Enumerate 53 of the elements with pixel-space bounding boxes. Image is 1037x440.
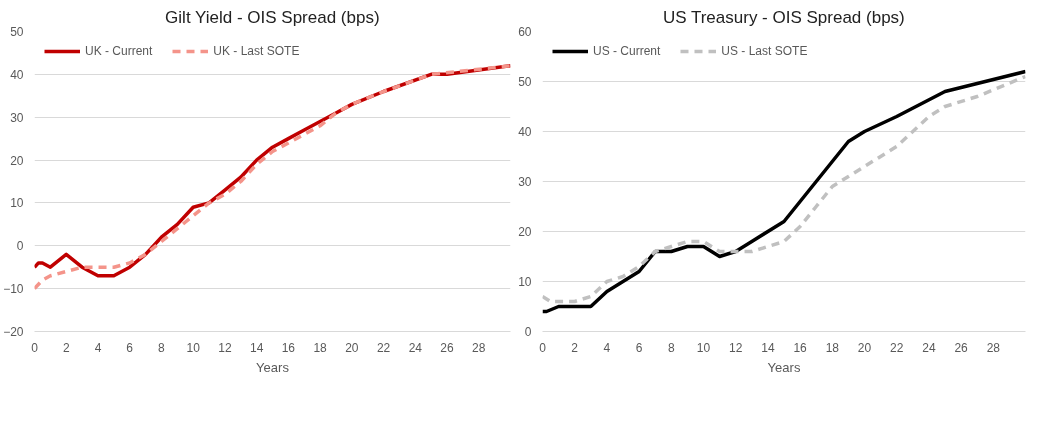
x-tick-label: 8 [158,340,166,355]
x-tick-label: 2 [62,340,70,355]
legend-label: UK - Current [85,44,153,58]
x-tick-label: 28 [986,340,1001,355]
x-tick-label: 2 [571,340,579,355]
y-tick-label: 30 [10,110,24,125]
y-tick-label: 10 [10,196,24,211]
y-tick-label: 20 [10,153,24,168]
y-tick-label: 20 [518,225,532,239]
x-tick-label: 8 [667,340,675,355]
y-tick-label: 40 [10,67,24,82]
x-tick-label: 22 [376,340,391,355]
x-tick-label: 10 [696,340,711,355]
x-tick-label: 0 [31,340,39,355]
legend-label: US - Last SOTE [721,44,808,58]
x-tick-label: 20 [857,340,872,355]
y-tick-label: 10 [518,275,532,289]
y-tick-label: 30 [518,175,532,189]
x-tick-label: 18 [825,340,840,355]
y-tick-label: 50 [10,25,24,39]
chart-title: US Treasury - OIS Spread (bps) [662,7,905,27]
x-tick-label: 6 [635,340,643,355]
x-tick-label: 16 [793,340,808,355]
legend-label: US - Current [593,44,661,58]
chart-title: Gilt Yield - OIS Spread (bps) [165,7,380,27]
y-tick-label: −20 [3,325,24,339]
x-tick-label: 12 [218,340,232,355]
x-tick-label: 4 [94,340,102,355]
x-tick-label: 4 [603,340,611,355]
x-tick-label: 18 [313,340,328,355]
y-tick-label: 0 [16,239,24,254]
x-tick-label: 14 [761,340,775,355]
x-axis-title: Years [256,359,290,375]
x-tick-label: 24 [922,340,936,355]
x-tick-label: 22 [890,340,904,355]
x-tick-label: 6 [126,340,134,355]
x-tick-label: 26 [440,340,455,355]
x-tick-label: 10 [186,340,201,355]
y-tick-label: 0 [524,325,532,339]
x-tick-label: 20 [345,340,359,355]
x-tick-label: 24 [408,340,423,355]
x-tick-label: 26 [954,340,969,355]
x-axis-title: Years [767,359,801,375]
x-tick-label: 28 [472,340,486,355]
y-tick-label: 60 [518,25,532,39]
x-tick-label: 12 [729,340,743,355]
y-tick-label: −10 [3,282,24,297]
y-tick-label: 50 [518,75,532,89]
x-tick-label: 16 [281,340,296,355]
y-tick-label: 40 [518,125,532,139]
x-tick-label: 14 [249,340,264,355]
x-tick-label: 0 [539,340,547,355]
legend-label: UK - Last SOTE [213,44,300,58]
